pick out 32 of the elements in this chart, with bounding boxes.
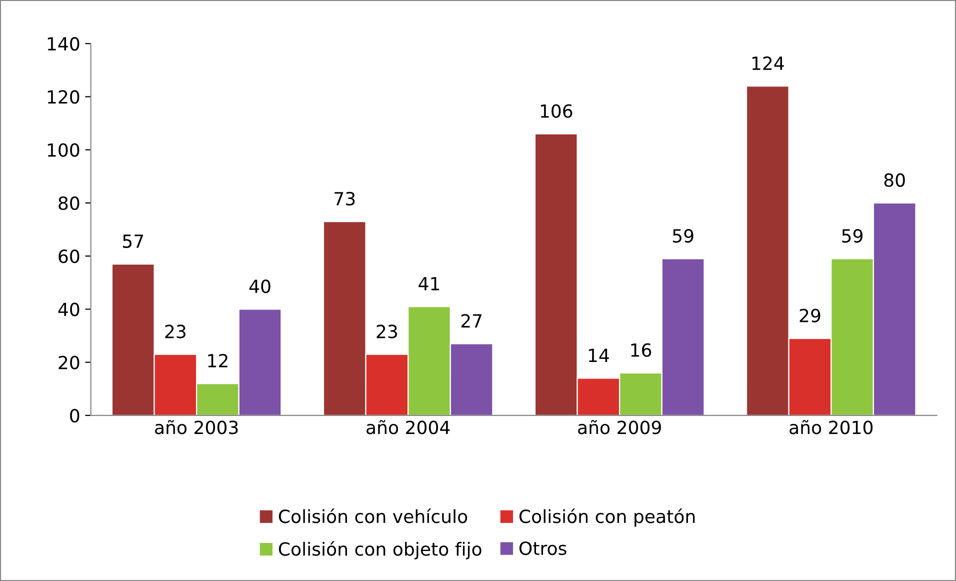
x-tick-label: año 2004 (366, 420, 450, 434)
data-label: 14 (588, 348, 609, 362)
data-label: 80 (884, 173, 905, 187)
legend-label: Colisión con vehículo (278, 508, 468, 524)
data-label: 27 (461, 314, 482, 328)
y-tick-label: 100 (48, 143, 80, 157)
x-tick-label: año 2009 (578, 420, 661, 434)
data-label: 29 (800, 308, 820, 322)
x-tick-label: año 2010 (790, 420, 873, 434)
y-tick-label: 40 (58, 302, 80, 316)
data-label: 23 (376, 324, 397, 338)
data-label: 59 (842, 229, 862, 243)
data-label: 73 (334, 192, 355, 206)
y-tick-label: 80 (58, 196, 80, 210)
data-label: 40 (249, 280, 270, 294)
legend-label: Colisión con peatón (519, 508, 695, 527)
y-tick-label: 0 (70, 408, 80, 423)
data-label: 12 (208, 354, 228, 368)
y-tick-label: 120 (48, 90, 80, 104)
data-label: 124 (752, 56, 784, 70)
y-tick-label: 140 (48, 37, 80, 51)
data-label: 59 (672, 229, 694, 243)
data-label: 16 (631, 343, 652, 357)
data-label: 41 (418, 277, 440, 290)
y-tick-label: 60 (58, 250, 80, 264)
y-tick-label: 20 (58, 356, 80, 370)
data-label: 23 (165, 324, 186, 338)
data-label: 106 (540, 104, 572, 118)
legend-label: Colisión con objeto fijo (278, 541, 482, 560)
x-tick-label: año 2003 (155, 420, 238, 434)
legend-label: Otros (519, 541, 566, 556)
data-label: 57 (123, 234, 144, 248)
